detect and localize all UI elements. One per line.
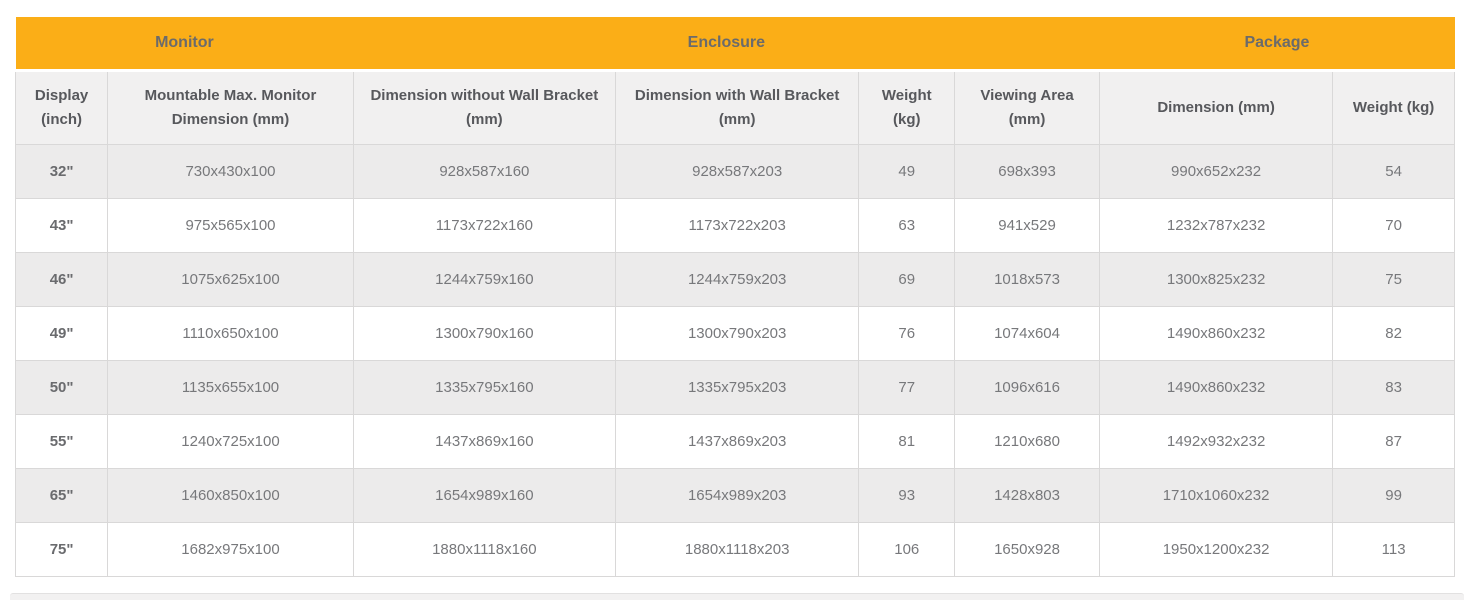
table-cell: 1300x790x203 — [614, 305, 860, 361]
table-cell: 1654x989x160 — [352, 467, 616, 523]
group-header-enclosure: Enclosure — [353, 17, 1100, 72]
column-header: Display (inch) — [14, 69, 109, 145]
table-cell: 83 — [1332, 359, 1455, 415]
display-size-cell: 49" — [14, 305, 109, 361]
table-cell: 1244x759x160 — [352, 251, 616, 307]
column-header: Viewing Area (mm) — [954, 69, 1100, 145]
table-cell: 69 — [858, 251, 956, 307]
table-row: 65" 1460x850x100 1654x989x160 1654x989x203 9… — [14, 467, 1455, 523]
column-header: Mountable Max. Monitor Dimension (mm) — [107, 69, 354, 145]
display-size-cell: 65" — [14, 467, 109, 523]
table-cell: 1490x860x232 — [1098, 305, 1334, 361]
table-cell: 113 — [1332, 521, 1455, 577]
group-header-package: Package — [1099, 17, 1455, 72]
table-cell: 1880x1118x203 — [614, 521, 860, 577]
display-size-cell: 32" — [14, 143, 109, 199]
table-cell: 1335x795x160 — [352, 359, 616, 415]
table-cell: 1335x795x203 — [614, 359, 860, 415]
table-cell: 1210x680 — [954, 413, 1100, 469]
spec-table-body: 32" 730x430x100 928x587x160 928x587x203 49 69… — [14, 143, 1455, 577]
table-cell: 975x565x100 — [107, 197, 354, 253]
table-cell: 81 — [858, 413, 956, 469]
column-header: Dimension (mm) — [1098, 69, 1334, 145]
next-section-strip — [10, 593, 1464, 600]
table-cell: 1240x725x100 — [107, 413, 354, 469]
table-cell: 1110x650x100 — [107, 305, 354, 361]
spec-table: Monitor Enclosure Package Display (inch) Mo… — [14, 17, 1455, 577]
table-cell: 1074x604 — [954, 305, 1100, 361]
table-cell: 698x393 — [954, 143, 1100, 199]
table-cell: 93 — [858, 467, 956, 523]
table-row: 43" 975x565x100 1173x722x160 1173x722x203 63… — [14, 197, 1455, 253]
table-cell: 1428x803 — [954, 467, 1100, 523]
table-cell: 63 — [858, 197, 956, 253]
column-header: Dimension without Wall Bracket (mm) — [352, 69, 616, 145]
table-cell: 1173x722x203 — [614, 197, 860, 253]
spec-table-section: Monitor Enclosure Package Display (inch) Mo… — [14, 17, 1455, 577]
display-size-cell: 75" — [14, 521, 109, 577]
table-cell: 1300x790x160 — [352, 305, 616, 361]
table-cell: 1950x1200x232 — [1098, 521, 1334, 577]
column-header: Weight (kg) — [1332, 69, 1455, 145]
table-cell: 99 — [1332, 467, 1455, 523]
column-header-row: Display (inch) Mountable Max. Monitor Dim… — [14, 69, 1455, 145]
table-cell: 70 — [1332, 197, 1455, 253]
group-header-monitor: Monitor — [15, 17, 354, 72]
table-cell: 1018x573 — [954, 251, 1100, 307]
table-cell: 1710x1060x232 — [1098, 467, 1334, 523]
table-cell: 941x529 — [954, 197, 1100, 253]
table-cell: 1173x722x160 — [352, 197, 616, 253]
table-cell: 1492x932x232 — [1098, 413, 1334, 469]
table-cell: 1244x759x203 — [614, 251, 860, 307]
table-row: 49" 1110x650x100 1300x790x160 1300x790x203 7… — [14, 305, 1455, 361]
table-cell: 1437x869x203 — [614, 413, 860, 469]
table-cell: 1650x928 — [954, 521, 1100, 577]
table-row: 50" 1135x655x100 1335x795x160 1335x795x203 7… — [14, 359, 1455, 415]
table-cell: 1654x989x203 — [614, 467, 860, 523]
table-cell: 1682x975x100 — [107, 521, 354, 577]
table-cell: 49 — [858, 143, 956, 199]
table-row: 55" 1240x725x100 1437x869x160 1437x869x203 8… — [14, 413, 1455, 469]
column-header: Dimension with Wall Bracket (mm) — [614, 69, 860, 145]
table-cell: 1075x625x100 — [107, 251, 354, 307]
table-cell: 1460x850x100 — [107, 467, 354, 523]
table-cell: 54 — [1332, 143, 1455, 199]
display-size-cell: 43" — [14, 197, 109, 253]
display-size-cell: 46" — [14, 251, 109, 307]
table-cell: 1300x825x232 — [1098, 251, 1334, 307]
table-cell: 76 — [858, 305, 956, 361]
table-row: 75" 1682x975x100 1880x1118x160 1880x1118x20… — [14, 521, 1455, 577]
table-cell: 1880x1118x160 — [352, 521, 616, 577]
table-cell: 77 — [858, 359, 956, 415]
table-cell: 1096x616 — [954, 359, 1100, 415]
table-row: 32" 730x430x100 928x587x160 928x587x203 49 69… — [14, 143, 1455, 199]
table-cell: 1437x869x160 — [352, 413, 616, 469]
table-cell: 1490x860x232 — [1098, 359, 1334, 415]
table-cell: 1232x787x232 — [1098, 197, 1334, 253]
table-cell: 106 — [858, 521, 956, 577]
table-cell: 75 — [1332, 251, 1455, 307]
group-header-row: Monitor Enclosure Package — [15, 17, 1455, 72]
table-cell: 730x430x100 — [107, 143, 354, 199]
table-cell: 990x652x232 — [1098, 143, 1334, 199]
table-cell: 928x587x160 — [352, 143, 616, 199]
table-row: 46" 1075x625x100 1244x759x160 1244x759x203 6… — [14, 251, 1455, 307]
table-cell: 82 — [1332, 305, 1455, 361]
table-cell: 1135x655x100 — [107, 359, 354, 415]
table-cell: 928x587x203 — [614, 143, 860, 199]
display-size-cell: 55" — [14, 413, 109, 469]
display-size-cell: 50" — [14, 359, 109, 415]
column-header: Weight (kg) — [858, 69, 956, 145]
table-cell: 87 — [1332, 413, 1455, 469]
